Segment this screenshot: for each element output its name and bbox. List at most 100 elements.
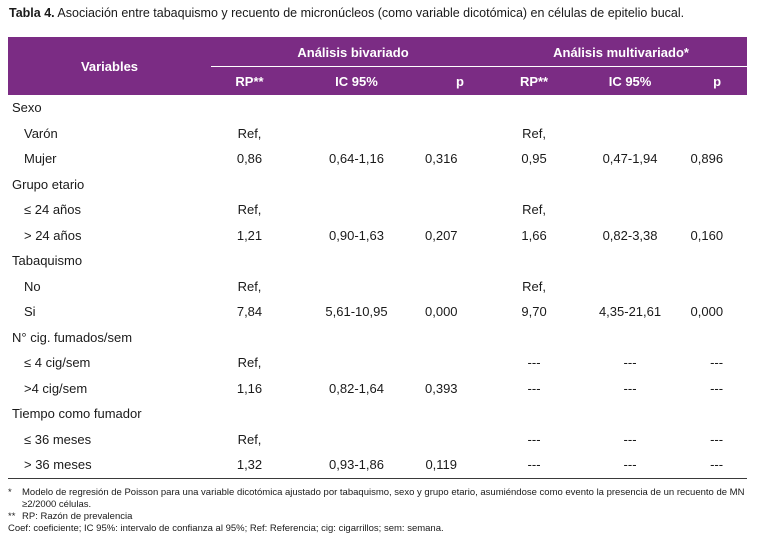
row-label: ≤ 36 meses [24, 431, 92, 447]
cell-rp-bivariado: 1,21 [236, 227, 263, 243]
cell-rp-bivariado: Ref, [237, 202, 262, 218]
cell-ic-bivariado [288, 95, 425, 121]
cell-p-bivariado: 0,393 [425, 380, 458, 396]
cell-ic-bivariado [288, 172, 425, 198]
row-label: >4 cig/sem [24, 380, 88, 396]
cell-ic-multivariado: --- [623, 355, 637, 371]
cell-p-bivariado [425, 172, 495, 198]
cell-p-bivariado: 0,119 [425, 452, 496, 479]
cell-p-bivariado [425, 121, 495, 147]
cell-rp-bivariado: 7,84 [236, 304, 263, 320]
cell-p-multivariado [687, 274, 747, 300]
cell-p-bivariado: 0,207 [425, 227, 458, 243]
cell-rp-multivariado: Ref, [522, 278, 546, 294]
table-group-row: N° cig. fumados/sem [8, 325, 747, 351]
table-group-row: Tiempo como fumador [8, 401, 747, 427]
row-label: > 36 meses [8, 452, 211, 479]
cell-ic-bivariado [288, 121, 425, 147]
cell-p-multivariado [687, 95, 747, 121]
cell-rp-multivariado [495, 248, 573, 274]
cell-p-multivariado: --- [710, 380, 724, 396]
header-ic-multivariado: IC 95% [573, 67, 688, 95]
table-row: >4 cig/sem 1,16 0,82-1,64 0,393 --- --- --- [8, 376, 747, 402]
footnote-marker: ** [8, 511, 16, 522]
cell-ic-bivariado: 0,93-1,86 [288, 452, 425, 479]
cell-ic-multivariado [573, 248, 687, 274]
footnotes: * Modelo de regresión de Poisson para una… [8, 487, 753, 535]
cell-p-bivariado: 0,000 [425, 304, 458, 320]
row-label: No [24, 278, 41, 294]
cell-rp-multivariado [495, 95, 573, 121]
cell-rp-multivariado: 1,66 [521, 227, 547, 243]
cell-ic-bivariado: 0,64-1,16 [329, 151, 384, 167]
cell-ic-bivariado [288, 401, 425, 427]
cell-rp-multivariado: 9,70 [521, 304, 547, 320]
cell-p-multivariado: --- [687, 452, 748, 479]
cell-p-multivariado [687, 248, 747, 274]
cell-rp-bivariado: 1,32 [211, 452, 288, 479]
cell-ic-bivariado [288, 248, 425, 274]
cell-ic-bivariado: 0,82-1,64 [329, 380, 384, 396]
cell-p-multivariado: --- [710, 431, 724, 447]
table-row: No Ref, Ref, [8, 274, 747, 300]
cell-rp-multivariado [495, 172, 573, 198]
group-label: Grupo etario [12, 176, 85, 192]
table-body: Sexo Varón Ref, Ref, Mujer 0,86 0,64-1,16 0,316… [8, 95, 748, 479]
cell-ic-bivariado [288, 274, 425, 300]
table-row: ≤ 36 meses Ref, --- --- --- [8, 427, 747, 453]
header-rp-bivariado: RP** [211, 67, 288, 95]
cell-rp-multivariado: --- [527, 380, 541, 396]
row-label: Varón [24, 125, 58, 141]
cell-p-bivariado [425, 401, 495, 427]
cell-p-bivariado [425, 95, 495, 121]
cell-rp-bivariado: Ref, [237, 431, 262, 447]
cell-p-bivariado [425, 325, 495, 351]
cell-p-bivariado: 0,316 [425, 151, 458, 167]
cell-ic-bivariado: 5,61-10,95 [325, 304, 388, 320]
cell-p-multivariado [687, 121, 747, 147]
row-label: > 24 años [24, 227, 82, 243]
cell-p-multivariado [687, 172, 747, 198]
table-group-row: Sexo [8, 95, 747, 121]
cell-ic-multivariado [573, 274, 687, 300]
cell-p-multivariado: --- [710, 355, 724, 371]
header-variables: Variables [8, 37, 211, 95]
header-group-bivariado: Análisis bivariado [211, 37, 496, 67]
cell-ic-bivariado [288, 197, 425, 223]
footnote: * Modelo de regresión de Poisson para una… [8, 487, 753, 511]
cell-rp-bivariado [211, 172, 288, 198]
table-title: Asociación entre tabaquismo y recuento d… [54, 6, 685, 20]
row-label: Si [24, 304, 36, 320]
cell-rp-multivariado: Ref, [522, 202, 546, 218]
cell-p-multivariado [687, 325, 747, 351]
table-number: Tabla 4. [9, 6, 55, 20]
table-group-row: Grupo etario [8, 172, 747, 198]
cell-ic-bivariado: 0,90-1,63 [329, 227, 384, 243]
cell-ic-bivariado [288, 427, 425, 453]
cell-ic-multivariado: --- [573, 452, 688, 479]
cell-p-multivariado: 0,160 [690, 227, 724, 243]
footnote-text: Modelo de regresión de Poisson para una … [22, 487, 745, 510]
cell-p-bivariado [425, 197, 495, 223]
cell-rp-bivariado [211, 248, 288, 274]
table-row: Mujer 0,86 0,64-1,16 0,316 0,95 0,47-1,94 0,89… [8, 146, 747, 172]
header-p-multivariado: p [687, 67, 748, 95]
header-ic-bivariado: IC 95% [288, 67, 425, 95]
footnote-text: RP: Razón de prevalencia [22, 511, 133, 522]
group-label: Tiempo como fumador [12, 406, 142, 422]
cell-p-multivariado: 0,896 [690, 151, 724, 167]
cell-p-multivariado: 0,000 [690, 304, 724, 320]
cell-rp-multivariado: --- [527, 355, 541, 371]
cell-ic-multivariado [573, 197, 687, 223]
cell-ic-multivariado: 0,82-3,38 [602, 227, 658, 243]
results-table: Variables Análisis bivariado Análisis mu… [8, 37, 748, 479]
cell-rp-multivariado: Ref, [522, 125, 546, 141]
cell-rp-bivariado: Ref, [237, 278, 262, 294]
cell-ic-multivariado: --- [623, 431, 637, 447]
footnote-text: Coef: coeficiente; IC 95%: intervalo de … [8, 523, 444, 534]
cell-ic-multivariado [573, 401, 687, 427]
cell-rp-bivariado [211, 401, 288, 427]
table-caption: Tabla 4. Asociación entre tabaquismo y r… [9, 4, 754, 22]
cell-ic-multivariado [573, 95, 687, 121]
row-label: ≤ 4 cig/sem [24, 355, 91, 371]
